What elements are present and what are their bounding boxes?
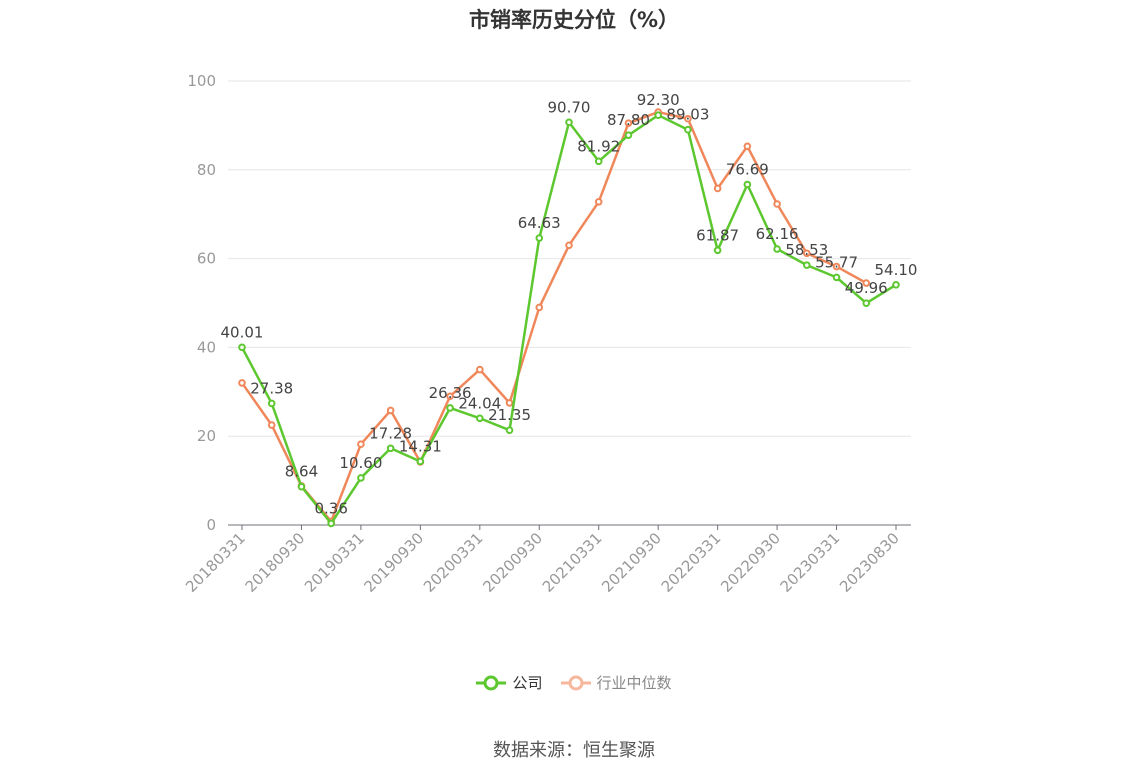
company-point	[684, 125, 692, 134]
x-tick-label: 20200331	[420, 529, 487, 596]
company-point	[713, 246, 722, 255]
data-label: 17.28	[369, 424, 412, 442]
data-label: 81.92	[577, 137, 620, 155]
industry-point	[535, 303, 544, 312]
industry-point	[238, 379, 246, 387]
industry-point	[832, 262, 841, 271]
industry-point	[476, 365, 484, 374]
industry-line	[240, 110, 867, 523]
company-point	[446, 404, 454, 412]
company-point	[238, 343, 246, 352]
company-point	[654, 111, 662, 119]
industry-point	[684, 114, 692, 123]
data-label: 55.77	[815, 253, 858, 271]
line-chart: 0 20 40 60 80 100 2018033120180930201903312019…	[182, 72, 918, 596]
company-point	[743, 180, 752, 189]
company-point	[594, 157, 603, 166]
company-point	[773, 245, 781, 253]
data-label: 26.36	[429, 384, 472, 402]
data-label: 92.30	[637, 91, 680, 109]
company-point	[862, 299, 871, 307]
series	[238, 108, 900, 528]
industry-point	[594, 197, 603, 206]
y-tick-label: 20	[197, 427, 216, 445]
data-label: 14.31	[399, 437, 442, 455]
y-tick-label: 80	[197, 161, 216, 179]
y-tick-label: 60	[197, 250, 216, 268]
industry-point	[267, 421, 276, 429]
company-point	[624, 131, 633, 139]
x-tick-label: 20200930	[479, 529, 546, 596]
industry-point	[773, 200, 781, 208]
data-label: 24.04	[458, 394, 501, 412]
company-point	[357, 474, 365, 482]
industry-point	[505, 399, 514, 407]
y-tick-label: 0	[206, 516, 216, 534]
data-label: 76.69	[726, 160, 769, 178]
legend: 公司 行业中位数	[0, 672, 1148, 693]
data-label: 64.63	[518, 214, 561, 232]
data-label: 10.60	[339, 454, 382, 472]
industry-point	[446, 392, 454, 401]
x-tick-label: 20180331	[182, 529, 249, 596]
industry-point	[624, 119, 633, 127]
company-point	[803, 261, 811, 269]
data-label: 54.10	[875, 261, 918, 279]
company-point	[267, 399, 276, 408]
data-label: 27.38	[250, 379, 293, 397]
x-tick-label: 20210930	[598, 529, 665, 596]
industry-point	[862, 279, 871, 287]
company-point	[892, 280, 900, 289]
x-tick-label: 20230331	[777, 529, 844, 596]
legend-company-icon	[476, 675, 507, 690]
legend-industry-label: 行业中位数	[596, 674, 672, 692]
company-point	[476, 414, 484, 423]
company-point	[416, 457, 425, 466]
chart-title: 市销率历史分位（%）	[468, 8, 680, 32]
x-tick-label: 20210331	[539, 529, 606, 596]
legend-item-company[interactable]: 公司	[476, 672, 543, 693]
y-tick-label: 100	[187, 72, 216, 90]
data-label: 87.80	[607, 111, 650, 129]
legend-industry-icon	[560, 675, 591, 690]
data-label: 21.35	[488, 406, 531, 424]
company-point	[386, 444, 395, 453]
data-label: 0.36	[314, 499, 347, 517]
legend-company-label: 公司	[512, 674, 543, 692]
x-tick-label: 20190331	[301, 529, 368, 596]
axes: 0 20 40 60 80 100 2018033120180930201903312019…	[182, 72, 911, 596]
industry-point	[357, 440, 365, 448]
data-label: 90.70	[548, 98, 591, 116]
x-tick-label: 20180930	[242, 529, 309, 596]
y-tick-label: 40	[197, 338, 216, 356]
x-tick-label: 20230830	[836, 529, 903, 596]
data-label: 49.96	[845, 279, 888, 297]
industry-point	[565, 241, 573, 250]
x-tick-label: 20220331	[658, 529, 725, 596]
company-point	[535, 234, 544, 242]
data-label: 40.01	[221, 323, 264, 341]
data-label: 8.64	[285, 463, 318, 481]
legend-item-industry[interactable]: 行业中位数	[560, 672, 672, 693]
company-point	[832, 273, 841, 282]
industry-point	[803, 249, 811, 258]
x-tick-label: 20190930	[360, 529, 427, 596]
industry-point	[386, 406, 395, 415]
company-point	[297, 482, 306, 491]
company-point	[505, 426, 514, 435]
industry-point	[743, 142, 752, 151]
data-label: 89.03	[666, 106, 709, 124]
company-point	[565, 118, 573, 127]
industry-point	[713, 184, 722, 193]
data-label: 62.16	[756, 225, 799, 243]
x-tick-label: 20220930	[717, 529, 784, 596]
source-text: 数据来源：恒生聚源	[493, 740, 655, 761]
data-label: 61.87	[696, 226, 739, 244]
data-label: 58.53	[785, 241, 828, 259]
company-point	[327, 519, 335, 528]
